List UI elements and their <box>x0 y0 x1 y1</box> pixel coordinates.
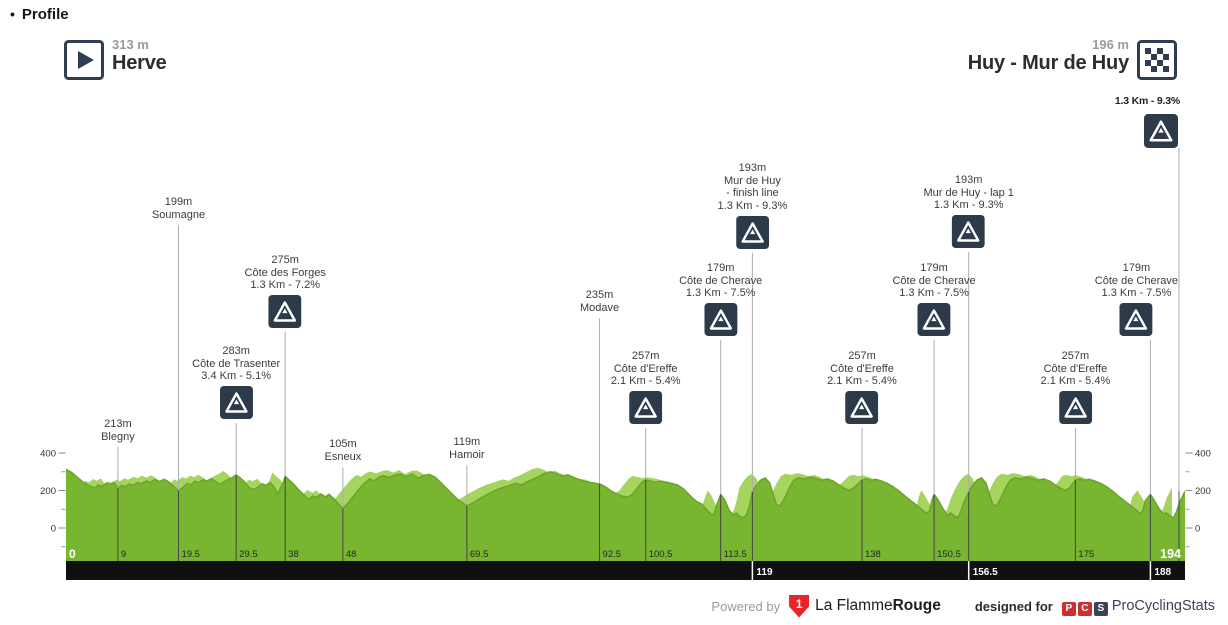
x-start-label: 0 <box>69 547 76 561</box>
start-elevation: 313 m <box>112 37 149 52</box>
finish-climb-icon <box>1144 114 1178 148</box>
finish-climb-stats: 1.3 Km - 9.3% <box>1114 95 1180 107</box>
x-tick-label: 113.5 <box>724 549 747 560</box>
finish-climb-note: 1.3 Km - 9.3% <box>1114 95 1180 148</box>
x-tick-label: 92.5 <box>603 549 622 560</box>
x-tick-label: 69.5 <box>470 549 489 560</box>
y-tick-label-left: 0 <box>51 524 56 535</box>
y-tick-label-right: 0 <box>1195 524 1200 535</box>
page-title: • Profile <box>10 6 69 23</box>
bar-tick-label: 119 <box>756 567 773 578</box>
x-tick-label: 29.5 <box>239 549 258 560</box>
profile-edge <box>66 468 1185 519</box>
bar-tick-label: 188 <box>1154 567 1171 578</box>
finish-name: Huy - Mur de Huy <box>967 52 1129 74</box>
start-name: Herve <box>112 52 167 74</box>
start-flag-icon <box>64 40 104 80</box>
la-flamme-rouge-logo-icon[interactable]: 1 <box>789 594 810 618</box>
finish-flag-icon <box>1137 40 1177 80</box>
y-tick-label-right: 400 <box>1195 449 1211 460</box>
x-tick-label: 19.5 <box>181 549 200 560</box>
procyclingstats-link[interactable]: ProCyclingStats <box>1111 598 1215 614</box>
y-tick-label-left: 400 <box>40 449 56 460</box>
x-tick-label: 38 <box>288 549 299 560</box>
finish-block: 196 m Huy - Mur de Huy <box>967 37 1177 80</box>
x-end-label: 194 <box>1160 547 1181 561</box>
footer-credits: Powered by 1 La FlammeRouge designed for… <box>711 592 1215 620</box>
x-tick-label: 175 <box>1078 549 1094 560</box>
x-tick-label: 48 <box>346 549 357 560</box>
y-tick-label-right: 200 <box>1195 486 1211 497</box>
powered-by-label: Powered by <box>711 598 781 614</box>
distance-bar <box>66 561 1185 580</box>
x-tick-label: 100.5 <box>649 549 673 560</box>
finish-elevation: 196 m <box>1092 37 1129 52</box>
x-tick-label: 9 <box>121 549 126 560</box>
profile-area <box>66 469 1185 561</box>
page-title-label: Profile <box>21 6 69 23</box>
start-block: 313 m Herve <box>64 37 167 80</box>
list-bullet: • <box>10 6 15 22</box>
x-tick-label: 138 <box>865 549 881 560</box>
designed-for-label: designed for <box>974 598 1053 614</box>
bar-tick-label: 156.5 <box>973 567 998 578</box>
y-tick-label-left: 200 <box>40 486 56 497</box>
la-flamme-rouge-link[interactable]: La FlammeRouge <box>815 597 941 614</box>
x-tick-label: 150.5 <box>937 549 961 560</box>
